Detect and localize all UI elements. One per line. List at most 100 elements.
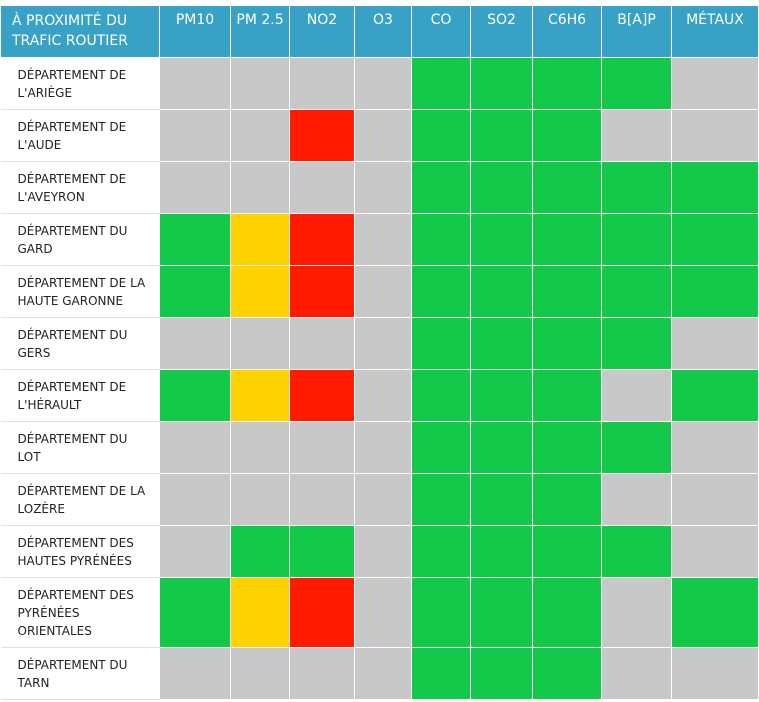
status-cell [470,577,533,648]
department-name: DÉPARTEMENT DU GARD [0,213,160,266]
status-cell [159,577,231,648]
status-cell [671,525,759,578]
status-cell [230,213,290,266]
table-row: DÉPARTEMENT DU LOT [0,421,759,474]
status-cell [470,421,533,474]
status-cell [159,213,231,266]
status-cell [354,161,412,214]
status-cell [230,525,290,578]
status-cell [532,473,602,526]
status-cell [601,473,672,526]
department-name: DÉPARTEMENT DE LA HAUTE GARONNE [0,265,160,318]
status-cell [601,265,672,318]
status-cell [354,265,412,318]
status-cell [230,109,290,162]
status-cell [671,647,759,700]
status-cell [354,109,412,162]
department-name: DÉPARTEMENT DE LA LOZÈRE [0,473,160,526]
status-cell [289,421,355,474]
status-cell [601,421,672,474]
status-cell [411,317,471,370]
status-cell [159,109,231,162]
status-cell [411,421,471,474]
column-header-metaux: MÉTAUX [671,5,759,58]
status-cell [470,369,533,422]
status-cell [230,265,290,318]
status-cell [159,647,231,700]
status-cell [601,577,672,648]
table-row: DÉPARTEMENT DU GARD [0,213,759,266]
status-cell [289,473,355,526]
status-cell [159,473,231,526]
status-cell [470,265,533,318]
table-row: DÉPARTEMENT DE L'ARIÈGE [0,57,759,110]
table-row: DÉPARTEMENT DE L'AVEYRON [0,161,759,214]
status-cell [470,317,533,370]
status-cell [671,421,759,474]
status-cell [532,265,602,318]
status-cell [289,161,355,214]
status-cell [159,317,231,370]
table-row: DÉPARTEMENT DE L'HÉRAULT [0,369,759,422]
pollutant-status-table: À PROXIMITÉ DU TRAFIC ROUTIER PM10 PM 2.… [0,5,759,700]
status-cell [411,57,471,110]
status-cell [159,161,231,214]
status-cell [671,577,759,648]
status-cell [671,369,759,422]
status-cell [354,577,412,648]
status-cell [411,473,471,526]
status-cell [532,57,602,110]
status-cell [411,647,471,700]
status-cell [230,369,290,422]
status-cell [411,265,471,318]
status-cell [354,421,412,474]
status-cell [411,161,471,214]
status-cell [601,213,672,266]
status-cell [532,317,602,370]
column-header-so2: SO2 [470,5,533,58]
status-cell [289,317,355,370]
status-cell [354,369,412,422]
status-cell [411,577,471,648]
status-cell [470,213,533,266]
status-cell [289,577,355,648]
status-cell [230,421,290,474]
status-cell [289,369,355,422]
status-cell [230,473,290,526]
department-name: DÉPARTEMENT DE L'AUDE [0,109,160,162]
status-cell [289,213,355,266]
status-cell [159,525,231,578]
table-row: DÉPARTEMENT DES HAUTES PYRÉNÉES [0,525,759,578]
status-cell [159,421,231,474]
status-cell [354,317,412,370]
status-cell [230,647,290,700]
status-cell [532,421,602,474]
table-row: DÉPARTEMENT DES PYRÉNÉES ORIENTALES [0,577,759,648]
table-row: DÉPARTEMENT DE LA HAUTE GARONNE [0,265,759,318]
status-cell [354,525,412,578]
department-name: DÉPARTEMENT DE L'HÉRAULT [0,369,160,422]
status-cell [289,647,355,700]
status-cell [532,525,602,578]
department-name: DÉPARTEMENT DU GERS [0,317,160,370]
column-header-bap: B[A]P [601,5,672,58]
status-cell [601,57,672,110]
department-name: DÉPARTEMENT DE L'AVEYRON [0,161,160,214]
status-cell [601,525,672,578]
status-cell [354,473,412,526]
status-cell [671,213,759,266]
column-header-no2: NO2 [289,5,355,58]
status-cell [159,369,231,422]
department-name: DÉPARTEMENT DU LOT [0,421,160,474]
status-cell [671,161,759,214]
status-cell [411,109,471,162]
column-header-pm10: PM10 [159,5,231,58]
status-cell [289,57,355,110]
status-cell [289,109,355,162]
status-cell [230,57,290,110]
status-cell [671,265,759,318]
status-cell [601,161,672,214]
status-cell [470,473,533,526]
status-cell [354,213,412,266]
department-name: DÉPARTEMENT DES HAUTES PYRÉNÉES [0,525,160,578]
